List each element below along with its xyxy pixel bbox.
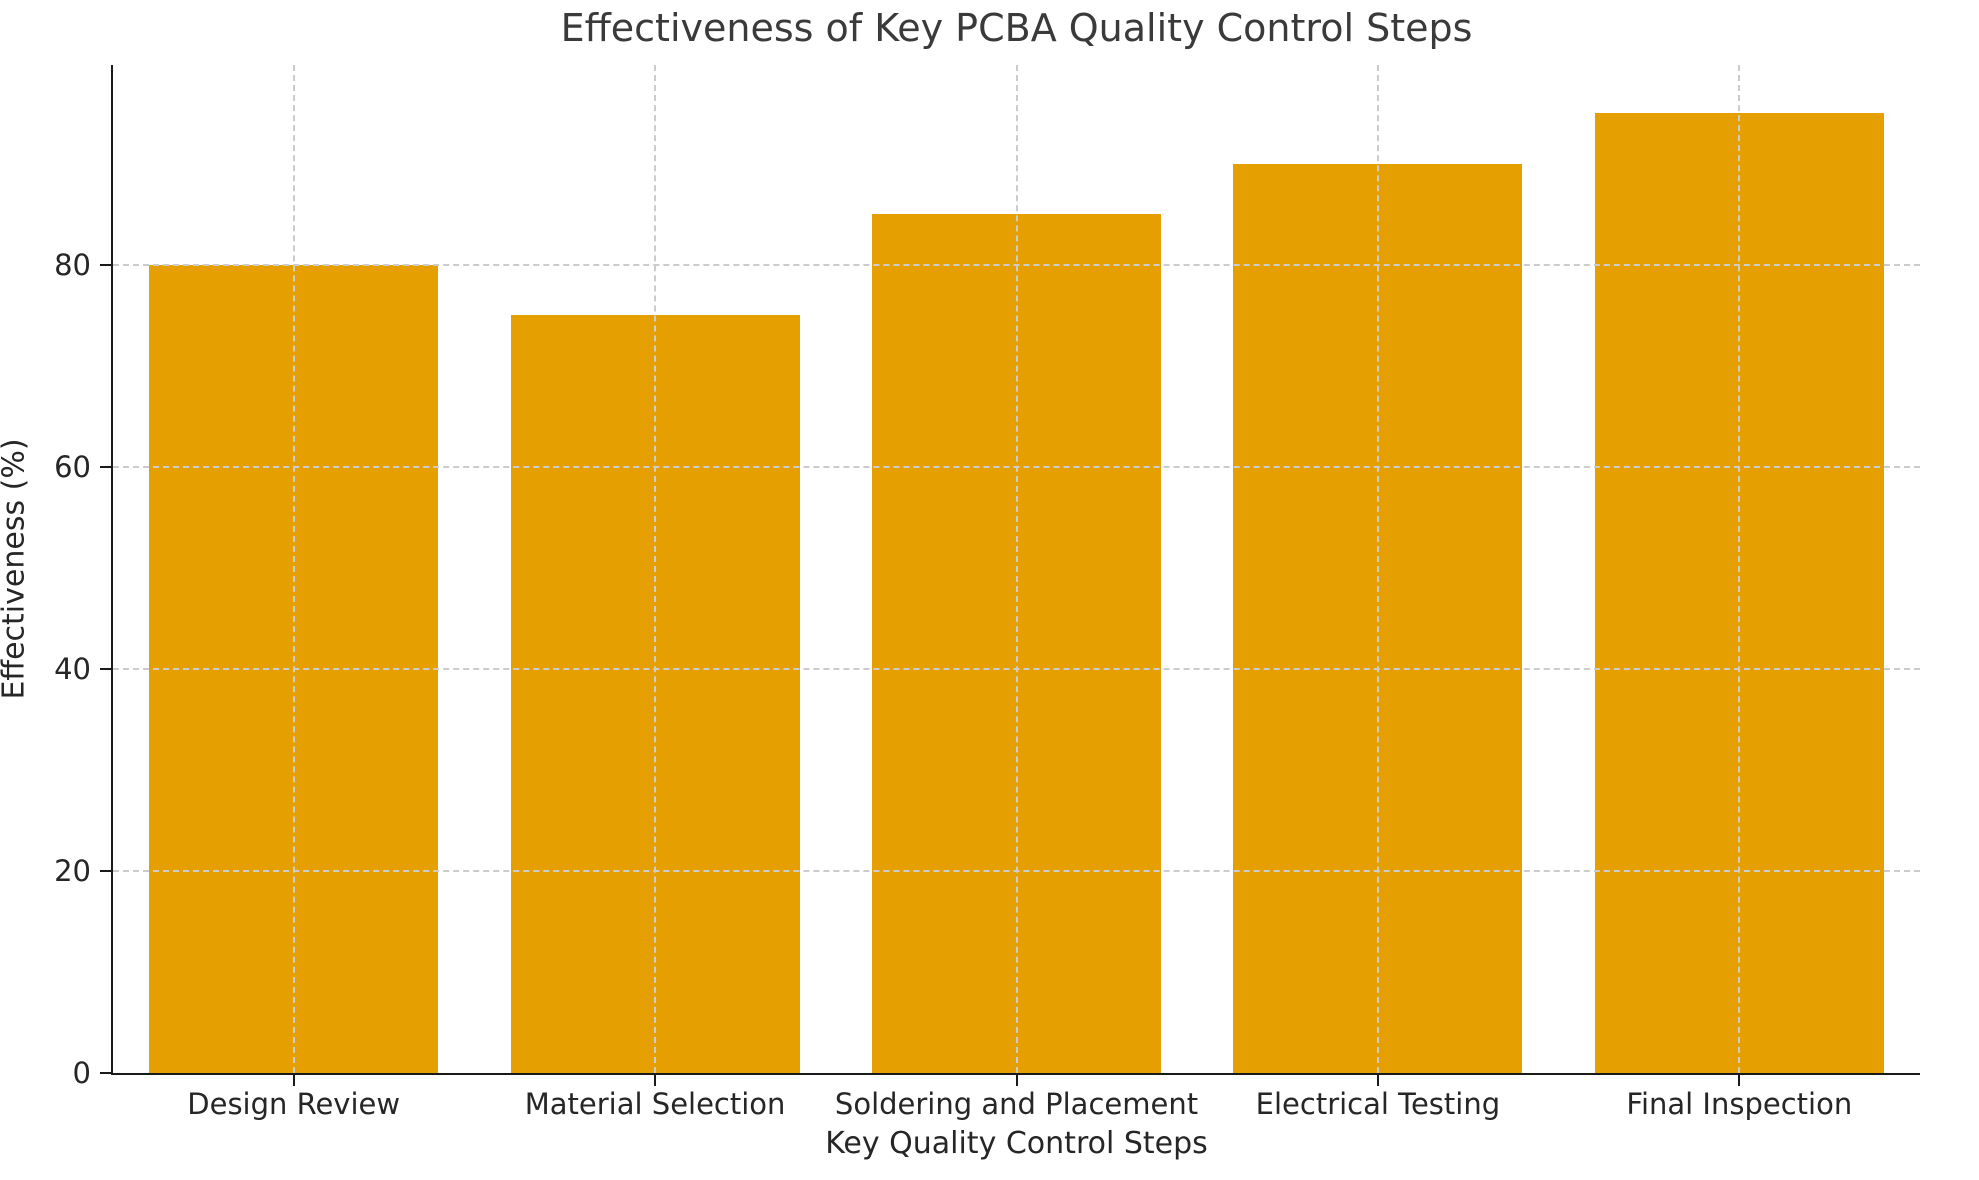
x-tick-mark xyxy=(1015,1075,1018,1086)
x-tick-label: Final Inspection xyxy=(1626,1087,1853,1121)
gridline-vertical xyxy=(1376,65,1379,1073)
x-tick-mark xyxy=(292,1075,295,1086)
y-axis-label: Effectiveness (%) xyxy=(0,438,32,700)
x-tick-mark xyxy=(1376,1075,1379,1086)
y-tick-mark xyxy=(100,869,111,872)
gridline-vertical xyxy=(654,65,657,1073)
y-tick-label: 0 xyxy=(72,1056,91,1090)
y-tick-label: 80 xyxy=(54,247,91,282)
y-tick-label: 40 xyxy=(54,651,91,686)
y-tick-mark xyxy=(100,465,111,468)
x-axis-label: Key Quality Control Steps xyxy=(825,1126,1208,1161)
plot-area: 0 20 40 60 80 Design Review Material Selection… xyxy=(54,65,1920,1121)
x-tick-label: Electrical Testing xyxy=(1255,1087,1501,1121)
grid-layer xyxy=(113,65,1920,1073)
chart-title: Effectiveness of Key PCBA Quality Contro… xyxy=(560,6,1473,50)
y-tick-mark xyxy=(100,1072,111,1074)
tick-layer: 0 20 40 60 80 Design Review Material Selection… xyxy=(54,65,1920,1121)
x-axis-spine xyxy=(111,1073,1920,1075)
gridline-vertical xyxy=(1015,65,1018,1073)
gridline-vertical xyxy=(292,65,295,1073)
y-tick-mark xyxy=(100,263,111,266)
y-tick-label: 20 xyxy=(54,853,91,888)
x-tick-label: Soldering and Placement xyxy=(834,1087,1199,1121)
y-tick-mark xyxy=(100,667,111,670)
x-tick-mark xyxy=(654,1075,657,1086)
gridline-vertical xyxy=(1738,65,1741,1073)
y-axis-spine xyxy=(111,65,113,1073)
x-tick-label: Design Review xyxy=(187,1087,401,1121)
x-tick-mark xyxy=(1738,1075,1741,1086)
x-tick-label: Material Selection xyxy=(524,1087,786,1121)
y-tick-label: 60 xyxy=(54,449,91,484)
